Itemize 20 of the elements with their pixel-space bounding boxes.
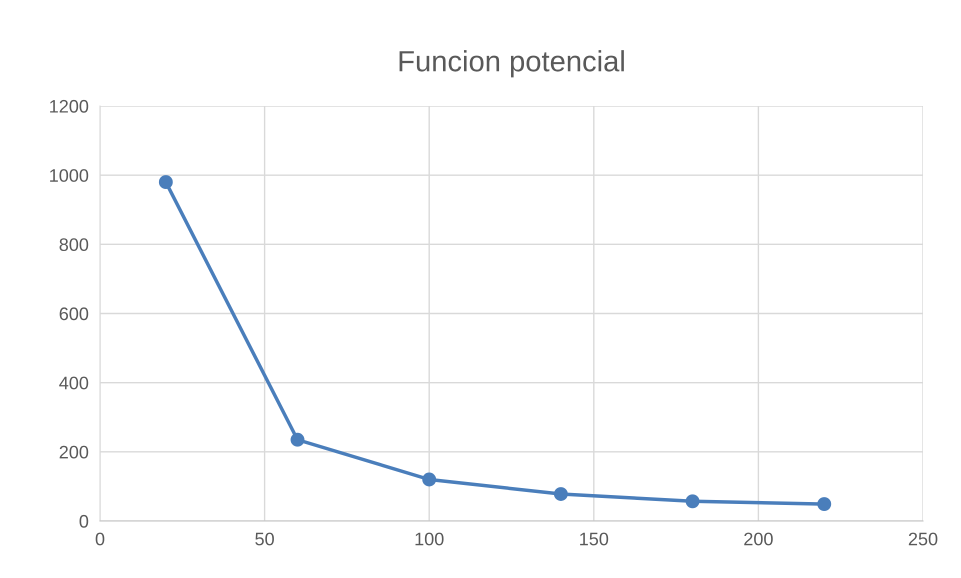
point bbox=[554, 487, 568, 501]
x-tick-label: 100 bbox=[416, 532, 444, 546]
x-tick-label: 200 bbox=[744, 532, 773, 546]
x-tick-label: 250 bbox=[908, 532, 938, 546]
y-tick-label: 200 bbox=[60, 446, 88, 459]
y-tick-label: 800 bbox=[60, 238, 88, 252]
y-tick-label: 400 bbox=[59, 376, 88, 390]
point bbox=[158, 175, 173, 190]
y-tick-label: 600 bbox=[60, 307, 88, 320]
x-tick-label: 50 bbox=[255, 532, 274, 546]
point bbox=[422, 472, 436, 486]
x-tick-label: 150 bbox=[580, 532, 608, 546]
x-tick-label: 0 bbox=[96, 532, 104, 546]
point bbox=[290, 432, 304, 447]
point bbox=[686, 494, 700, 508]
y-tick-label: 1200 bbox=[50, 100, 88, 113]
y-tick-label: 1000 bbox=[50, 169, 88, 182]
chart-title: Funcion potencial bbox=[400, 50, 624, 78]
point bbox=[817, 497, 832, 511]
y-tick-label: 0 bbox=[80, 514, 88, 528]
